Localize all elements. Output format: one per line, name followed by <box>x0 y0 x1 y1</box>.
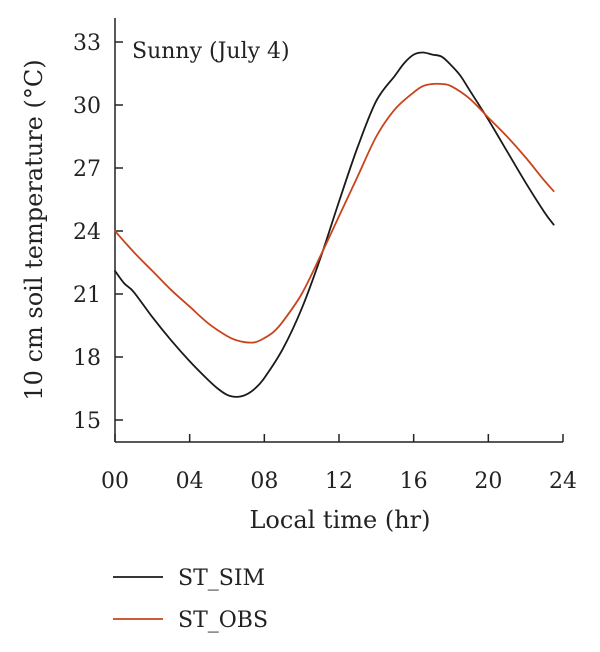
x-tick-label: 24 <box>549 469 577 494</box>
legend-label-st-sim: ST_SIM <box>178 566 265 591</box>
legend-label-st-obs: ST_OBS <box>178 608 268 633</box>
x-axis-label: Local time (hr) <box>249 506 430 534</box>
y-tick-label: 21 <box>73 283 101 308</box>
y-tick-label: 30 <box>73 94 101 119</box>
x-tick-label: 20 <box>474 469 502 494</box>
y-tick-label: 24 <box>73 220 101 245</box>
x-tick-label: 16 <box>400 469 428 494</box>
series-line-st-obs <box>114 82 555 344</box>
series-lines <box>114 51 555 398</box>
y-tick-label: 18 <box>73 346 101 371</box>
x-tick-label: 00 <box>101 469 129 494</box>
x-tick-label: 08 <box>250 469 278 494</box>
series-line-st-sim <box>114 51 555 398</box>
axes: 15 18 21 24 27 30 33 00 04 08 12 16 20 24 <box>73 18 577 494</box>
x-tick-label: 04 <box>176 469 204 494</box>
y-tick-label: 33 <box>73 31 101 56</box>
x-tick-label: 12 <box>325 469 353 494</box>
y-tick-label: 15 <box>73 409 101 434</box>
legend: ST_SIM ST_OBS <box>113 566 268 633</box>
chart-annotation: Sunny (July 4) <box>132 39 290 64</box>
y-tick-label: 27 <box>73 157 101 182</box>
y-axis-label: 10 cm soil temperature (°C) <box>20 59 48 400</box>
